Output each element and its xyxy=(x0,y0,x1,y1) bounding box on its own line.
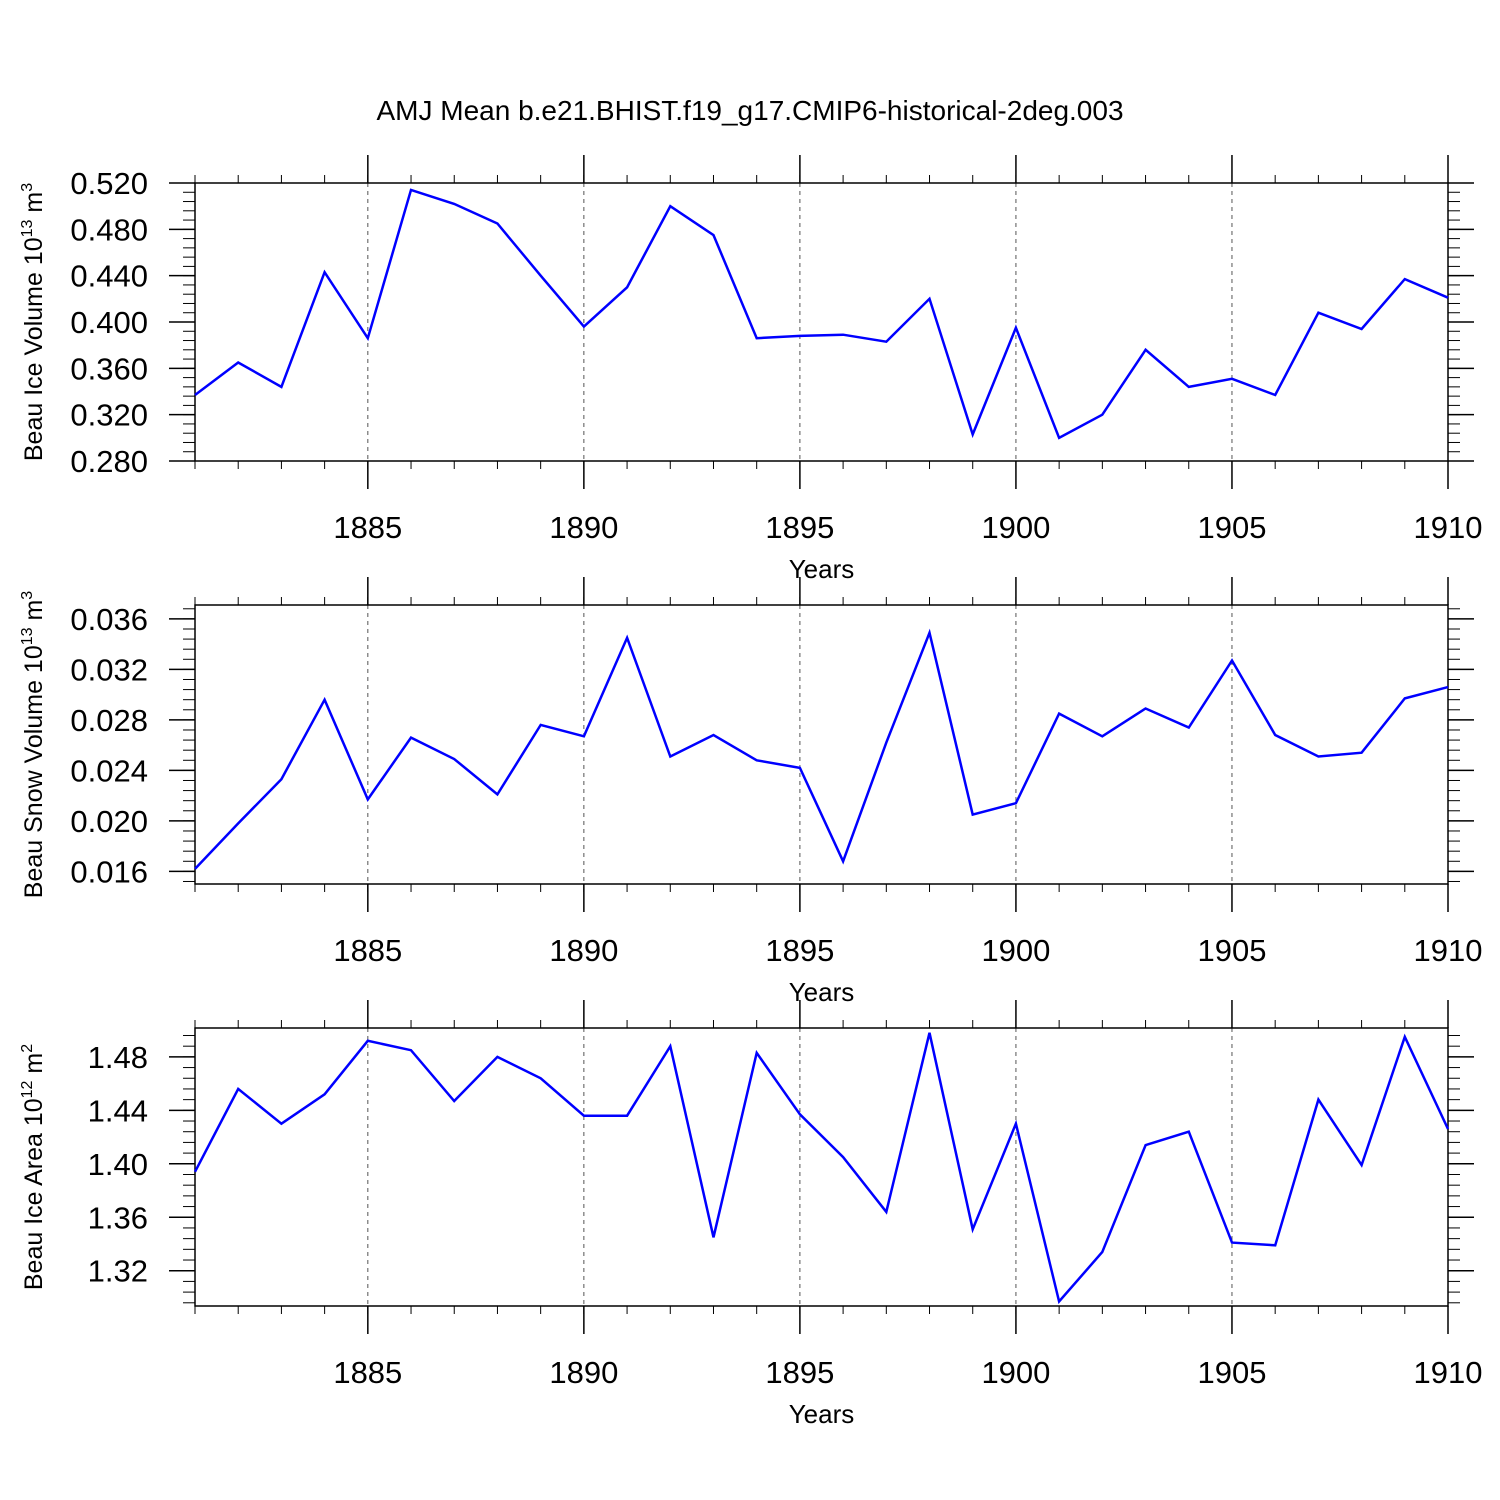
figure-title: AMJ Mean b.e21.BHIST.f19_g17.CMIP6-histo… xyxy=(376,95,1123,126)
y-tick-label: 0.320 xyxy=(70,398,148,433)
x-axis-title: Years xyxy=(789,554,855,584)
y-tick-label: 1.44 xyxy=(88,1093,148,1128)
y-tick-label: 0.520 xyxy=(70,166,148,201)
y-tick-label: 0.400 xyxy=(70,305,148,340)
x-tick-label: 1885 xyxy=(333,510,402,545)
y-tick-label: 1.40 xyxy=(88,1147,148,1182)
x-axis-title: Years xyxy=(789,1399,855,1429)
y-axis-title-text: Beau Ice Area 10 xyxy=(20,1098,48,1290)
y-tick-label: 0.028 xyxy=(70,703,148,738)
y-axis-title-unit-exponent: 2 xyxy=(19,1044,36,1053)
x-tick-label: 1905 xyxy=(1197,510,1266,545)
y-axis-title-unit: m xyxy=(20,1053,48,1081)
x-tick-label: 1910 xyxy=(1414,933,1483,968)
series-line xyxy=(194,188,1449,440)
y-tick-label: 0.020 xyxy=(70,804,148,839)
y-tick-label: 0.480 xyxy=(70,212,148,247)
chart-panel-3: 1885 1890 1895 1900 1905 1910 Years 1.32 1.36 1.4… xyxy=(19,1000,1482,1429)
y-tick-label: 0.032 xyxy=(70,652,148,687)
y-axis-title: Beau Ice Area 1012 m2 xyxy=(19,1044,48,1290)
x-tick-label: 1890 xyxy=(549,1355,618,1390)
x-tick-label: 1885 xyxy=(333,933,402,968)
plot-frame xyxy=(194,604,1449,885)
y-tick-label: 0.360 xyxy=(70,351,148,386)
y-tick-label: 0.280 xyxy=(70,444,148,479)
y-axis-title-exponent: 13 xyxy=(19,627,36,645)
y-tick-label: 0.036 xyxy=(70,602,148,637)
x-tick-label: 1905 xyxy=(1197,1355,1266,1390)
y-axis-title-unit: m xyxy=(20,600,48,628)
y-axis-title-text: Beau Ice Volume 10 xyxy=(20,237,48,461)
x-axis-title: Years xyxy=(789,977,855,1007)
y-tick-label: 1.36 xyxy=(88,1200,148,1235)
y-axis-title-exponent: 12 xyxy=(19,1080,36,1098)
y-axis-title-unit: m xyxy=(20,192,48,220)
y-tick-label: 0.024 xyxy=(70,753,148,788)
y-tick-label: 0.440 xyxy=(70,259,148,294)
x-tick-label: 1890 xyxy=(549,933,618,968)
y-tick-label: 1.32 xyxy=(88,1254,148,1289)
x-tick-label: 1895 xyxy=(765,1355,834,1390)
x-tick-label: 1900 xyxy=(981,933,1050,968)
x-tick-label: 1895 xyxy=(765,933,834,968)
y-axis-title-text: Beau Snow Volume 10 xyxy=(20,645,48,898)
x-tick-label: 1910 xyxy=(1414,510,1483,545)
x-tick-label: 1905 xyxy=(1197,933,1266,968)
x-tick-label: 1890 xyxy=(549,510,618,545)
x-tick-label: 1900 xyxy=(981,510,1050,545)
plot-frame xyxy=(194,1027,1449,1307)
series-line xyxy=(194,628,1449,870)
y-tick-label: 0.016 xyxy=(70,854,148,889)
x-tick-label: 1885 xyxy=(333,1355,402,1390)
y-tick-label: 1.48 xyxy=(88,1040,148,1075)
x-tick-label: 1900 xyxy=(981,1355,1050,1390)
y-axis-title-unit-exponent: 3 xyxy=(19,591,36,600)
x-tick-label: 1910 xyxy=(1414,1355,1483,1390)
series-line xyxy=(193,1032,1450,1305)
y-axis-title: Beau Snow Volume 1013 m3 xyxy=(19,591,48,899)
y-axis-title: Beau Ice Volume 1013 m3 xyxy=(19,183,48,461)
y-axis-title-exponent: 13 xyxy=(19,219,36,237)
chart-panel-1: 1885 1890 1895 1900 1905 1910 Years 0.280 0.320 0… xyxy=(19,155,1482,584)
x-tick-label: 1895 xyxy=(765,510,834,545)
chart-panel-2: 1885 1890 1895 1900 1905 1910 Years 0.016 0.020 0… xyxy=(19,577,1482,1007)
y-axis-title-unit-exponent: 3 xyxy=(19,183,36,192)
